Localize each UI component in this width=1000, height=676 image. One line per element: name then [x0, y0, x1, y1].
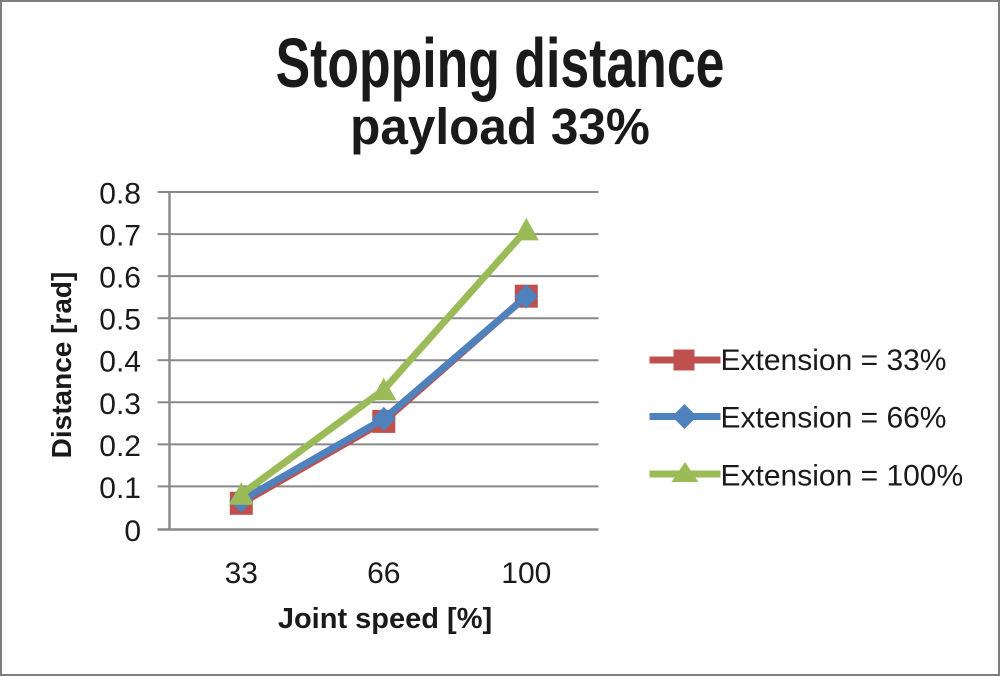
- svg-text:0.4: 0.4: [99, 346, 141, 379]
- svg-text:0.6: 0.6: [99, 262, 141, 295]
- svg-text:0.8: 0.8: [99, 178, 141, 211]
- svg-text:Extension = 66%: Extension = 66%: [721, 401, 947, 434]
- svg-text:33: 33: [225, 557, 258, 590]
- svg-text:Extension = 33%: Extension = 33%: [721, 344, 947, 377]
- svg-text:Stopping distance: Stopping distance: [276, 24, 725, 102]
- svg-text:66: 66: [367, 557, 400, 590]
- svg-text:payload 33%: payload 33%: [350, 98, 650, 155]
- svg-text:Joint speed [%]: Joint speed [%]: [278, 603, 492, 635]
- svg-text:Extension = 100%: Extension = 100%: [721, 459, 964, 492]
- svg-text:0.2: 0.2: [99, 430, 141, 463]
- svg-text:0.7: 0.7: [99, 220, 141, 253]
- svg-text:0.3: 0.3: [99, 388, 141, 421]
- svg-text:0.5: 0.5: [99, 304, 141, 337]
- svg-text:0: 0: [124, 515, 141, 548]
- svg-text:100: 100: [501, 557, 551, 590]
- svg-text:0.1: 0.1: [99, 472, 141, 505]
- svg-text:Distance [rad]: Distance [rad]: [46, 272, 77, 459]
